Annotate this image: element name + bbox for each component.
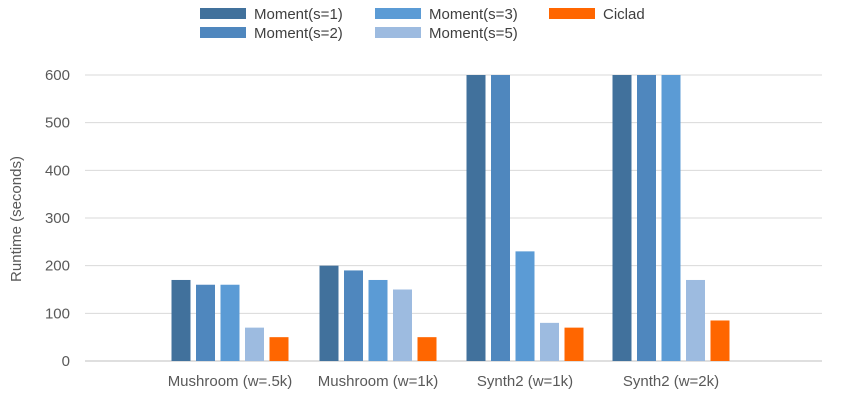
- bar: [269, 337, 289, 361]
- legend-label: Moment(s=5): [429, 25, 518, 42]
- legend-label: Ciclad: [603, 6, 645, 23]
- bar: [245, 327, 264, 361]
- legend-swatch: [549, 8, 595, 19]
- bar: [417, 337, 437, 361]
- y-tick-label: 500: [45, 115, 70, 132]
- y-tick-label: 0: [62, 353, 70, 370]
- y-tick-label: 400: [45, 162, 70, 179]
- x-category-label: Mushroom (w=1k): [318, 373, 438, 390]
- bar: [686, 279, 705, 361]
- y-tick-label: 300: [45, 210, 70, 227]
- x-category-label: Mushroom (w=.5k): [168, 373, 293, 390]
- bar: [393, 289, 412, 361]
- y-tick-label: 100: [45, 305, 70, 322]
- bar: [491, 75, 510, 361]
- x-category-label: Synth2 (w=2k): [623, 373, 719, 390]
- bar: [344, 270, 363, 361]
- bar: [368, 279, 388, 361]
- bar: [710, 320, 730, 361]
- bar: [515, 251, 535, 361]
- bar: [466, 75, 486, 361]
- x-category-label: Synth2 (w=1k): [477, 373, 573, 390]
- y-axis-title: Runtime (seconds): [8, 156, 25, 282]
- legend: Moment(s=1) Moment(s=2) Moment(s=3) Moment(…: [200, 6, 645, 42]
- gridlines: [85, 74, 822, 362]
- bar: [612, 75, 632, 361]
- legend-label: Moment(s=1): [254, 6, 343, 23]
- bar: [220, 284, 240, 361]
- y-tick-label: 200: [45, 258, 70, 275]
- bar: [171, 279, 191, 361]
- x-axis-categories: Mushroom (w=.5k) Mushroom (w=1k) Synth2 (w…: [168, 373, 719, 390]
- legend-label: Moment(s=2): [254, 25, 343, 42]
- y-tick-label: 600: [45, 67, 70, 84]
- bar: [540, 322, 559, 361]
- legend-swatch: [200, 8, 246, 19]
- bar: [564, 327, 584, 361]
- legend-swatch: [375, 8, 421, 19]
- legend-swatch: [200, 27, 246, 38]
- bar: [661, 75, 681, 361]
- legend-swatch: [375, 27, 421, 38]
- bar: [319, 265, 339, 361]
- bars: [171, 75, 730, 361]
- y-axis-ticks: 0 100 200 300 400 500 600: [45, 67, 70, 370]
- bar: [637, 75, 656, 361]
- legend-label: Moment(s=3): [429, 6, 518, 23]
- bar: [196, 284, 215, 361]
